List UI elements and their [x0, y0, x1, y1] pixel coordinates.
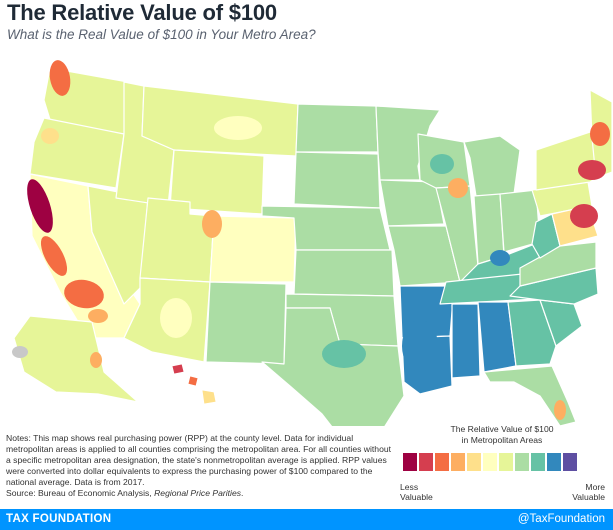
metro-nyc [578, 160, 606, 180]
legend-swatch-1 [403, 453, 417, 471]
legend-high-line2: Valuable [572, 492, 605, 502]
state-ia [379, 179, 445, 227]
footer-brand: TAX FOUNDATION [6, 513, 112, 525]
metro-chicago [448, 178, 468, 198]
metro-denver [202, 210, 222, 238]
legend-swatch-3 [435, 453, 449, 471]
metro-sf-bay [27, 179, 53, 233]
footer-handle: @TaxFoundation [517, 513, 605, 525]
us-county-map [0, 46, 613, 426]
legend-swatch-11 [563, 453, 577, 471]
legend-title-line1: The Relative Value of $100 [450, 424, 554, 434]
metro-texas [322, 340, 366, 368]
legend-title: The Relative Value of $100 in Metropolit… [400, 424, 604, 446]
metro-dc [570, 204, 598, 228]
state-mi [463, 135, 521, 197]
metro-atlanta [514, 314, 530, 330]
map-canvas [12, 60, 613, 426]
state-ks [293, 249, 395, 297]
legend-swatch-7 [499, 453, 513, 471]
state-nm [205, 281, 287, 365]
metro-miami [554, 400, 566, 420]
legend-swatch-8 [515, 453, 529, 471]
map-notes: Notes: This map shows real purchasing po… [6, 433, 396, 499]
state-fl [483, 365, 577, 426]
source-title: Regional Price Parities [154, 488, 242, 498]
legend-swatch-10 [547, 453, 561, 471]
metro-az [160, 298, 192, 338]
regions-layer [12, 60, 610, 420]
legend-swatches [403, 453, 577, 471]
page-subtitle: What is the Real Value of $100 in Your M… [7, 27, 316, 42]
metro-ca-coast [40, 236, 68, 276]
source-suffix: . [241, 488, 244, 498]
source-prefix: Source: Bureau of Economic Analysis, [6, 488, 152, 498]
metro-seattle [49, 60, 71, 96]
state-mo [387, 225, 461, 287]
state-ms [451, 303, 481, 379]
metro-ky-blue [490, 250, 510, 266]
legend-high-label: More Valuable [555, 482, 605, 502]
legend-high-line1: More [585, 482, 605, 492]
legend-low-label: Less Valuable [400, 482, 433, 502]
state-tx [261, 307, 405, 426]
legend-low-line1: Less [400, 482, 419, 492]
legend-swatch-2 [419, 453, 433, 471]
state-co [209, 215, 297, 283]
footer-bar: TAX FOUNDATION @TaxFoundation [0, 509, 613, 530]
metro-la [64, 279, 104, 309]
metro-wi [430, 154, 454, 174]
metro-sd [88, 309, 108, 323]
state-nd [295, 103, 379, 153]
map-legend: The Relative Value of $100 in Metropolit… [400, 424, 610, 504]
metro-ak-grey [12, 346, 28, 358]
state-mn [375, 105, 441, 181]
state-hi-1 [171, 363, 185, 375]
metro-mt [214, 116, 262, 140]
legend-swatch-4 [451, 453, 465, 471]
legend-swatch-6 [483, 453, 497, 471]
metro-ak-orange [90, 352, 102, 368]
page-title: The Relative Value of $100 [7, 0, 277, 25]
legend-swatch-9 [531, 453, 545, 471]
metro-portland [41, 128, 59, 144]
state-hi-2 [187, 375, 199, 387]
state-wv [531, 213, 561, 259]
legend-low-line2: Valuable [400, 492, 433, 502]
metro-boston [590, 122, 610, 146]
source-line: Source: Bureau of Economic Analysis, Reg… [6, 488, 396, 499]
state-sd [293, 151, 381, 209]
notes-text: Notes: This map shows real purchasing po… [6, 433, 392, 487]
legend-swatch-5 [467, 453, 481, 471]
metro-ms-delta [402, 320, 438, 372]
state-hi-3 [201, 389, 217, 405]
legend-title-line2: in Metropolitan Areas [461, 435, 543, 445]
states-layer [13, 67, 613, 426]
